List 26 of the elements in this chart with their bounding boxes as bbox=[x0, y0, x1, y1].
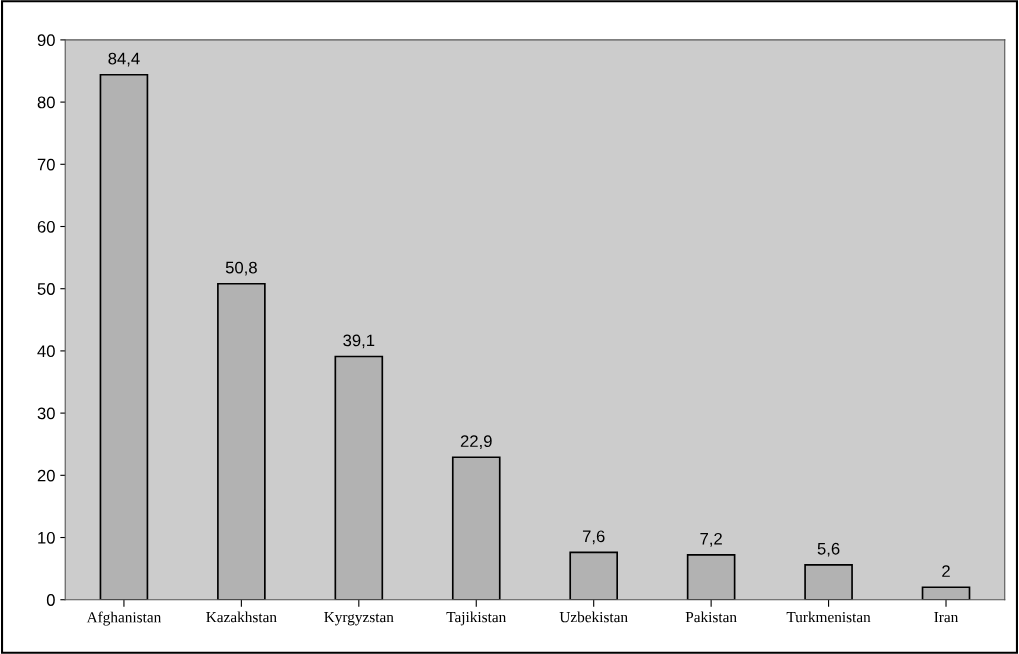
y-tick-label: 30 bbox=[37, 407, 55, 420]
x-tick-label: Afghanistan bbox=[86, 611, 162, 626]
data-label: 7,6 bbox=[582, 530, 605, 545]
x-tick-label: Kyrgyzstan bbox=[324, 612, 394, 626]
y-tick-label: 70 bbox=[37, 158, 55, 171]
x-tick-label: Uzbekistan bbox=[559, 611, 628, 623]
y-tick-label: 0 bbox=[46, 594, 55, 606]
y-tick-label: 40 bbox=[37, 345, 55, 358]
x-tick-label: Iran bbox=[934, 612, 959, 623]
data-label: 22,9 bbox=[460, 435, 492, 449]
y-tick-label: 60 bbox=[37, 220, 55, 233]
y-tick-label: 90 bbox=[37, 34, 55, 47]
y-tick-label: 50 bbox=[37, 283, 55, 295]
data-label: 84,4 bbox=[108, 52, 140, 67]
data-label: 5,6 bbox=[817, 542, 840, 557]
data-label: 39,1 bbox=[343, 334, 375, 349]
y-tick-label: 10 bbox=[38, 531, 55, 544]
x-tick-label: Turkmenistan bbox=[786, 611, 871, 623]
data-label: 7,2 bbox=[700, 532, 722, 547]
x-tick-label: Kazakhstan bbox=[206, 611, 277, 623]
data-label: 50,8 bbox=[225, 261, 257, 276]
y-tick-label: 20 bbox=[37, 469, 55, 482]
x-tick-label: Tajikistan bbox=[446, 611, 507, 626]
x-tick-label: Pakistan bbox=[685, 611, 737, 623]
data-label: 2 bbox=[942, 565, 950, 577]
y-tick-label: 80 bbox=[37, 96, 55, 109]
